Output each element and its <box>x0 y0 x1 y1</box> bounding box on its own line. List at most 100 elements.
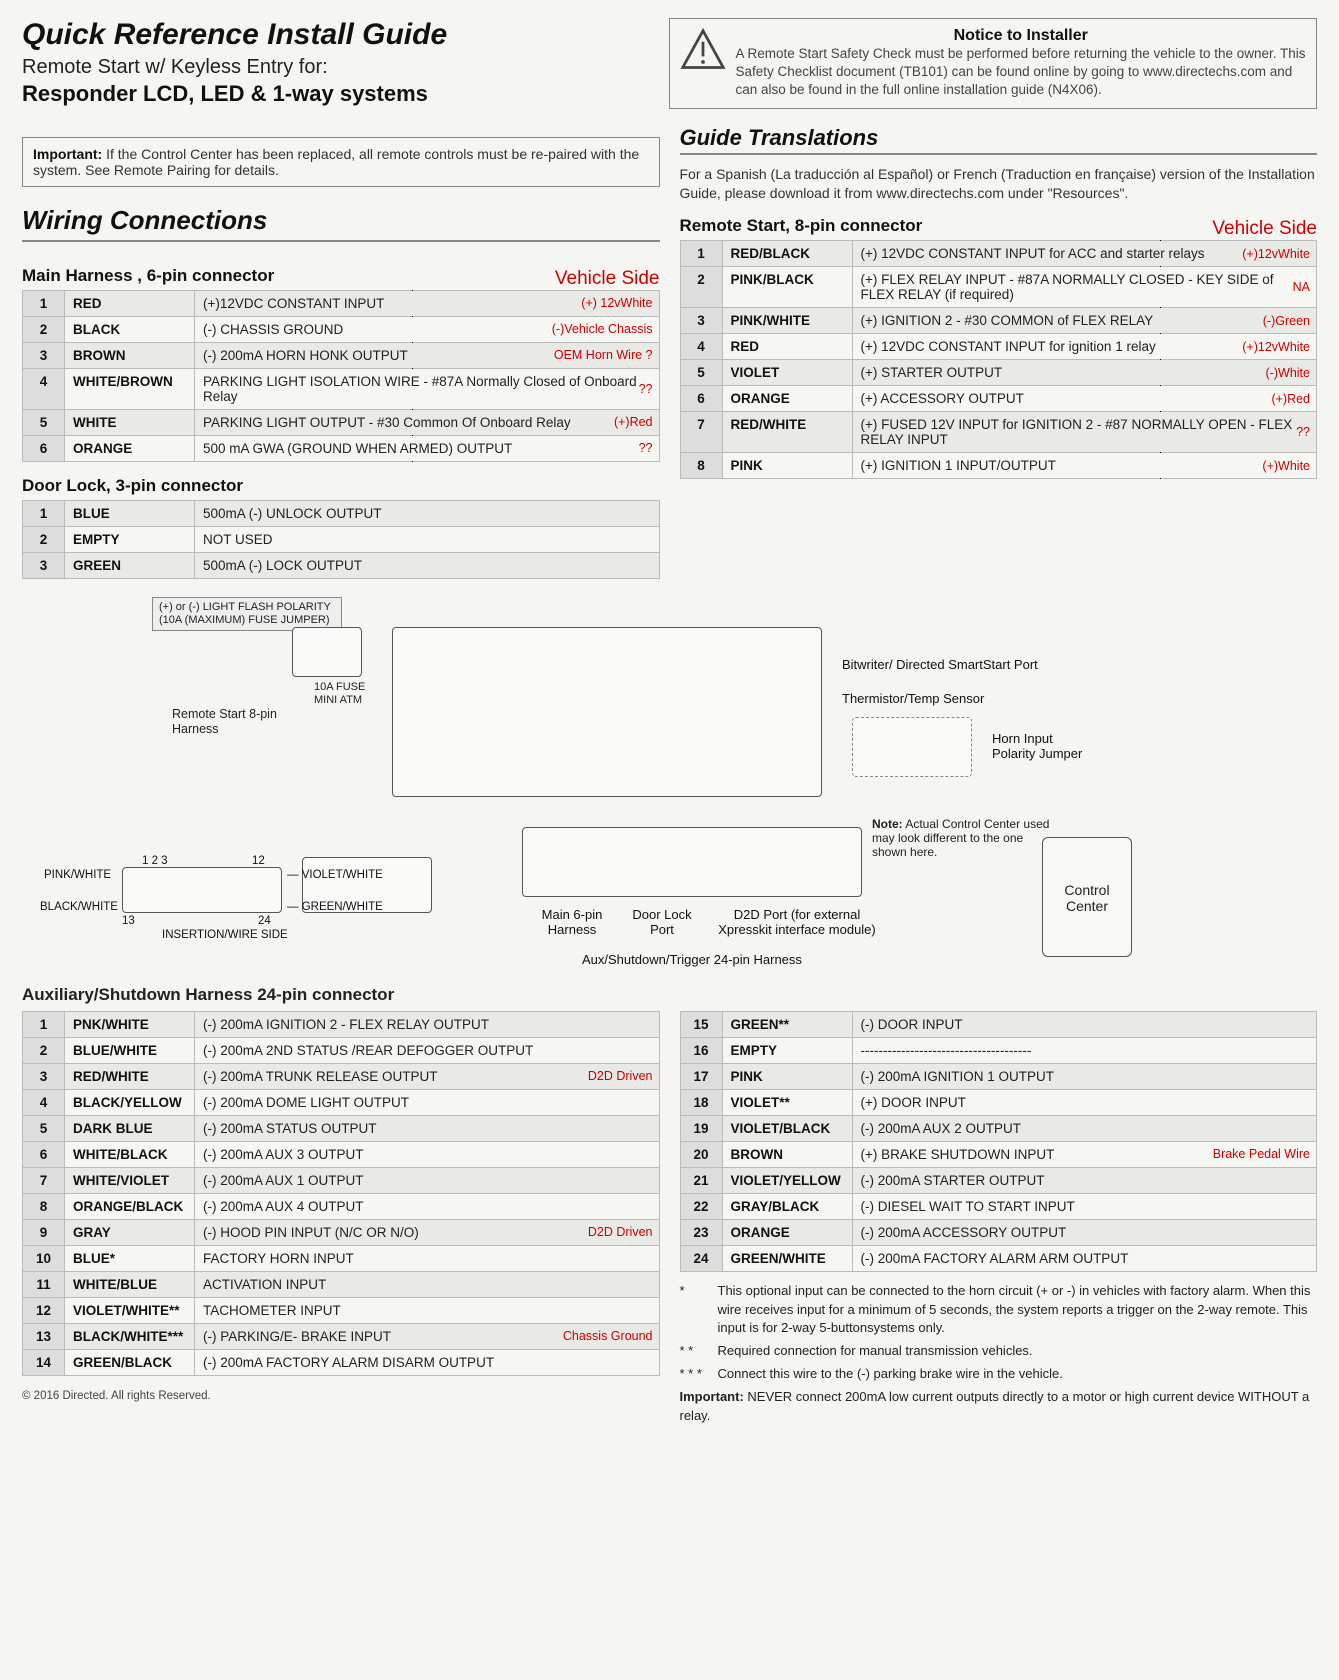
pin-number: 9 <box>23 1219 65 1245</box>
table-row: 7RED/WHITE(+) FUSED 12V INPUT for IGNITI… <box>680 412 1317 453</box>
wire-description: (+) IGNITION 1 INPUT/OUTPUT(+)White <box>852 453 1317 479</box>
page-subtitle-2: Responder LCD, LED & 1-way systems <box>22 81 649 107</box>
wire-color: BLACK/YELLOW <box>65 1089 195 1115</box>
pin-number: 23 <box>680 1219 722 1245</box>
table-row: 4RED(+) 12VDC CONSTANT INPUT for ignitio… <box>680 334 1317 360</box>
vehicle-side-annotation: Brake Pedal Wire <box>1213 1147 1310 1161</box>
pin-number: 20 <box>680 1141 722 1167</box>
wire-description: PARKING LIGHT OUTPUT - #30 Common Of Onb… <box>195 409 660 435</box>
translations-body: For a Spanish (La traducción al Español)… <box>680 165 1318 203</box>
vehicle-side-annotation: (+) 12vWhite <box>581 296 652 310</box>
horn-jumper-label: Horn Input Polarity Jumper <box>992 731 1092 761</box>
pins-13: 13 <box>122 915 135 927</box>
wire-description: (+)12VDC CONSTANT INPUT(+) 12vWhite <box>195 290 660 316</box>
pin-number: 13 <box>23 1323 65 1349</box>
vehicle-side-annotation: D2D Driven <box>588 1069 653 1083</box>
wire-color: VIOLET** <box>722 1089 852 1115</box>
wire-description: (-) 200mA IGNITION 1 OUTPUT <box>852 1063 1317 1089</box>
wire-color: ORANGE <box>722 386 852 412</box>
wire-color: PINK/WHITE <box>722 308 852 334</box>
main-harness-title: Main Harness , 6-pin connector <box>22 266 274 286</box>
wire-color: RED <box>722 334 852 360</box>
wire-description: (-) PARKING/E- BRAKE INPUTChassis Ground <box>195 1323 660 1349</box>
wire-description: (-) HOOD PIN INPUT (N/C OR N/O)D2D Drive… <box>195 1219 660 1245</box>
wire-color: PINK <box>722 453 852 479</box>
table-row: 1RED/BLACK(+) 12VDC CONSTANT INPUT for A… <box>680 241 1317 267</box>
pin-number: 24 <box>680 1245 722 1271</box>
thermistor-label: Thermistor/Temp Sensor <box>842 691 984 706</box>
vehicle-side-annotation: (-)Green <box>1263 314 1310 328</box>
vehicle-side-label-left: Vehicle Side <box>555 268 660 290</box>
pin-number: 7 <box>680 412 722 453</box>
wire-color: GREEN/WHITE <box>722 1245 852 1271</box>
wire-description: (-) 200mA IGNITION 2 - FLEX RELAY OUTPUT <box>195 1011 660 1037</box>
wire-color: RED <box>65 290 195 316</box>
wire-description: (-) 200mA AUX 3 OUTPUT <box>195 1141 660 1167</box>
wire-description: (-) 200mA ACCESSORY OUTPUT <box>852 1219 1317 1245</box>
footnote-important: NEVER connect 200mA low current outputs … <box>680 1389 1310 1423</box>
page-title: Quick Reference Install Guide <box>22 18 649 52</box>
pin-number: 6 <box>23 435 65 461</box>
pin-number: 1 <box>23 290 65 316</box>
wire-description: 500 mA GWA (GROUND WHEN ARMED) OUTPUT?? <box>195 435 660 461</box>
wire-color: GRAY <box>65 1219 195 1245</box>
table-row: 12VIOLET/WHITE**TACHOMETER INPUT <box>23 1297 660 1323</box>
wire-color: WHITE/BLUE <box>65 1271 195 1297</box>
table-row: 5DARK BLUE(-) 200mA STATUS OUTPUT <box>23 1115 660 1141</box>
wire-color: BROWN <box>65 342 195 368</box>
wire-description: (-) 200mA FACTORY ALARM ARM OUTPUT <box>852 1245 1317 1271</box>
pin-number: 3 <box>23 552 65 578</box>
table-row: 23ORANGE(-) 200mA ACCESSORY OUTPUT <box>680 1219 1317 1245</box>
main6-label: Main 6-pin Harness <box>532 907 612 937</box>
wire-color: PINK/BLACK <box>722 267 852 308</box>
wire-description: 500mA (-) UNLOCK OUTPUT <box>195 500 660 526</box>
wire-color: RED/BLACK <box>722 241 852 267</box>
pin-number: 2 <box>23 1037 65 1063</box>
wire-description: (-) DOOR INPUT <box>852 1011 1317 1037</box>
wire-color: VIOLET/WHITE** <box>65 1297 195 1323</box>
table-row: 10BLUE*FACTORY HORN INPUT <box>23 1245 660 1271</box>
table-row: 2EMPTYNOT USED <box>23 526 660 552</box>
pin-number: 21 <box>680 1167 722 1193</box>
pin-number: 12 <box>23 1297 65 1323</box>
wire-color: WHITE/VIOLET <box>65 1167 195 1193</box>
pin-number: 3 <box>23 1063 65 1089</box>
pin-number: 15 <box>680 1011 722 1037</box>
pin-number: 7 <box>23 1167 65 1193</box>
table-row: 1PNK/WHITE(-) 200mA IGNITION 2 - FLEX RE… <box>23 1011 660 1037</box>
wire-description: PARKING LIGHT ISOLATION WIRE - #87A Norm… <box>195 368 660 409</box>
violet-white-label: — VIOLET/WHITE <box>287 869 383 881</box>
green-white-label: — GREEN/WHITE <box>287 901 383 913</box>
table-row: 2PINK/BLACK(+) FLEX RELAY INPUT - #87A N… <box>680 267 1317 308</box>
wire-description: (-) 200mA FACTORY ALARM DISARM OUTPUT <box>195 1349 660 1375</box>
wire-description: (+) IGNITION 2 - #30 COMMON of FLEX RELA… <box>852 308 1317 334</box>
wire-description: (-) 200mA TRUNK RELEASE OUTPUTD2D Driven <box>195 1063 660 1089</box>
aux-left-table: 1PNK/WHITE(-) 200mA IGNITION 2 - FLEX RE… <box>22 1011 660 1376</box>
table-row: 11WHITE/BLUEACTIVATION INPUT <box>23 1271 660 1297</box>
remote-start-table: 1RED/BLACK(+) 12VDC CONSTANT INPUT for A… <box>680 240 1318 479</box>
pin-number: 16 <box>680 1037 722 1063</box>
pin-number: 3 <box>680 308 722 334</box>
vehicle-side-annotation: ?? <box>639 382 653 396</box>
wire-color: WHITE/BLACK <box>65 1141 195 1167</box>
wire-description: TACHOMETER INPUT <box>195 1297 660 1323</box>
wire-color: BLACK/WHITE*** <box>65 1323 195 1349</box>
table-row: 21VIOLET/YELLOW(-) 200mA STARTER OUTPUT <box>680 1167 1317 1193</box>
wire-color: PNK/WHITE <box>65 1011 195 1037</box>
wire-color: BLUE <box>65 500 195 526</box>
pin-number: 19 <box>680 1115 722 1141</box>
aux24-label: Aux/Shutdown/Trigger 24-pin Harness <box>582 952 802 967</box>
vehicle-side-annotation: OEM Horn Wire ? <box>554 348 653 362</box>
table-row: 3PINK/WHITE(+) IGNITION 2 - #30 COMMON o… <box>680 308 1317 334</box>
black-white-label: BLACK/WHITE <box>40 901 118 913</box>
footnote-2: Required connection for manual transmiss… <box>718 1342 1033 1361</box>
fuse-label: (+) or (-) LIGHT FLASH POLARITY (10A (MA… <box>152 597 342 631</box>
pin-number: 1 <box>680 241 722 267</box>
table-row: 15GREEN**(-) DOOR INPUT <box>680 1011 1317 1037</box>
footnote-important-label: Important: <box>680 1389 744 1404</box>
table-row: 3RED/WHITE(-) 200mA TRUNK RELEASE OUTPUT… <box>23 1063 660 1089</box>
aux-right-table: 15GREEN**(-) DOOR INPUT16EMPTY----------… <box>680 1011 1318 1272</box>
warning-icon <box>680 27 726 73</box>
table-row: 6ORANGE500 mA GWA (GROUND WHEN ARMED) OU… <box>23 435 660 461</box>
table-row: 5WHITEPARKING LIGHT OUTPUT - #30 Common … <box>23 409 660 435</box>
